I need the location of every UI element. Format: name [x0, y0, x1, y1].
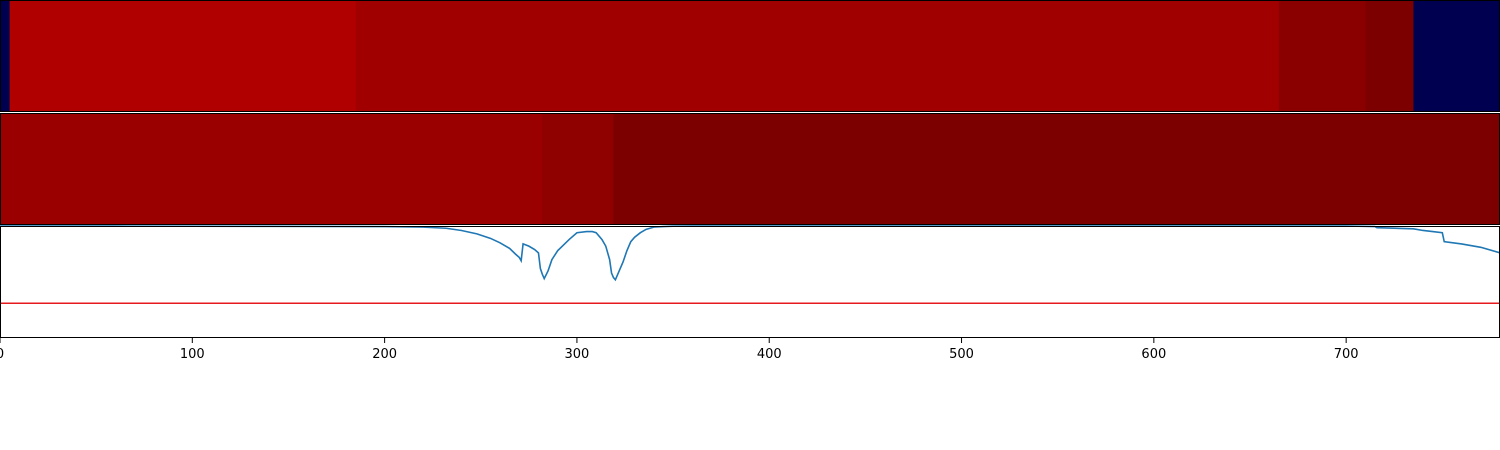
heatmap-cell — [0, 0, 11, 112]
x-axis: 0 100 200 300 400 500 600 700 — [0, 338, 1359, 362]
heatmap-cell — [1365, 0, 1414, 112]
line-plot — [0, 225, 1500, 305]
heatmap-strip-1 — [0, 0, 1500, 112]
heatmap-cell — [1278, 0, 1366, 112]
x-tick-label: 300 — [565, 347, 590, 362]
x-tick-label: 400 — [757, 347, 782, 362]
x-tick-label: 700 — [1334, 347, 1359, 362]
axes-frame-3 — [0, 226, 1500, 338]
heatmap-cell — [613, 113, 1500, 225]
heatmap-cell — [9, 0, 357, 112]
heatmap-cell — [355, 0, 1280, 112]
series-line — [0, 225, 1500, 282]
x-tick-label: 500 — [949, 347, 974, 362]
x-tick-label: 600 — [1141, 347, 1166, 362]
heatmap-cell — [542, 113, 614, 225]
heatmap-cell — [1413, 0, 1500, 112]
heatmap-strip-2 — [0, 113, 1500, 225]
x-tick-label: 0 — [0, 347, 4, 362]
x-tick-label: 200 — [372, 347, 397, 362]
heatmap-cell — [0, 113, 543, 225]
x-tick-label: 100 — [180, 347, 205, 362]
